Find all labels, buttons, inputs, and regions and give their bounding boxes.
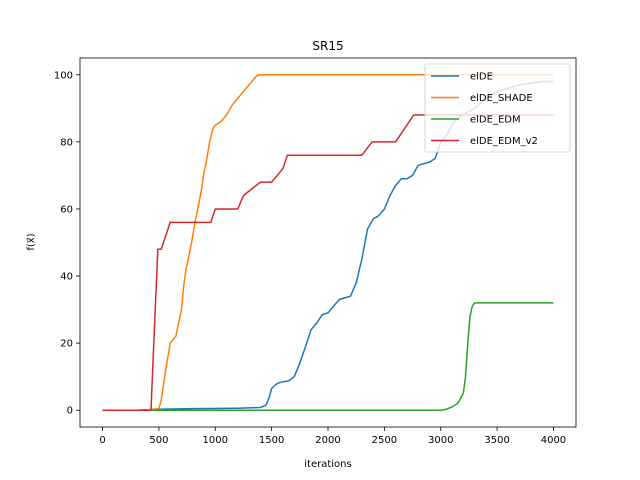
x-tick-label: 4000 bbox=[541, 435, 566, 446]
y-axis: 0 20 40 60 80 100 bbox=[54, 70, 80, 417]
x-tick-label: 2500 bbox=[372, 435, 397, 446]
x-tick-label: 3500 bbox=[484, 435, 509, 446]
y-axis-label: f(x⃗) bbox=[26, 233, 37, 250]
y-tick-label: 60 bbox=[60, 204, 73, 215]
series-line-elDE_EDM bbox=[102, 302, 554, 411]
series-line-elDE_SHADE bbox=[102, 74, 554, 411]
x-tick-label: 500 bbox=[149, 435, 168, 446]
x-axis-label: iterations bbox=[304, 459, 351, 470]
x-tick-label: 1500 bbox=[259, 435, 284, 446]
y-tick-label: 80 bbox=[60, 137, 73, 148]
x-tick-label: 0 bbox=[99, 435, 105, 446]
chart-title: SR15 bbox=[312, 39, 343, 53]
y-tick-label: 0 bbox=[67, 406, 73, 417]
x-tick-label: 2000 bbox=[315, 435, 340, 446]
y-tick-label: 40 bbox=[60, 272, 73, 283]
y-tick-label: 100 bbox=[54, 70, 73, 81]
legend-label: elDE_EDM bbox=[470, 115, 521, 126]
legend: elDE elDE_SHADE elDE_EDM elDE_EDM_v2 bbox=[424, 63, 571, 153]
legend-box bbox=[424, 63, 571, 153]
x-axis: 0 500 1000 1500 2000 2500 3000 3500 4000 bbox=[99, 427, 566, 446]
y-tick-label: 20 bbox=[60, 339, 73, 350]
x-tick-label: 3000 bbox=[428, 435, 453, 446]
legend-label: elDE bbox=[470, 72, 493, 83]
legend-label: elDE_SHADE bbox=[470, 93, 533, 104]
x-tick-label: 1000 bbox=[203, 435, 228, 446]
legend-label: elDE_EDM_v2 bbox=[470, 136, 538, 147]
